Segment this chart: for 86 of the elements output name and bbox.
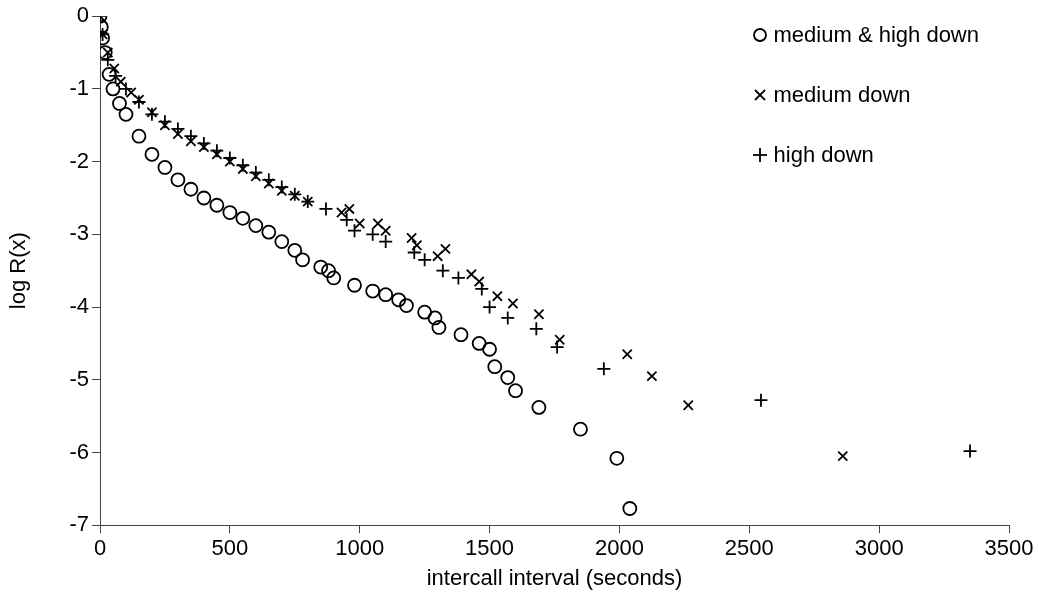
- point: [554, 334, 566, 346]
- point: [274, 234, 290, 250]
- y-tick-label: 0: [76, 2, 89, 28]
- point: [378, 287, 394, 303]
- y-tick-label: -3: [69, 220, 89, 246]
- point: [235, 210, 251, 226]
- point: [365, 226, 381, 242]
- point: [336, 207, 348, 219]
- point: [491, 290, 503, 302]
- point: [326, 270, 342, 286]
- point: [365, 283, 381, 299]
- point: [533, 308, 545, 320]
- point: [289, 190, 301, 202]
- point: [417, 304, 433, 320]
- point: [209, 197, 225, 213]
- point: [531, 400, 547, 415]
- point: [406, 245, 422, 260]
- point: [347, 223, 362, 239]
- legend-label: medium & high down: [773, 22, 979, 49]
- point: [406, 232, 418, 244]
- point: [500, 370, 516, 385]
- point: [196, 190, 212, 206]
- point: [112, 96, 127, 111]
- point: [144, 146, 160, 162]
- y-tick-label: -2: [69, 147, 89, 173]
- point: [465, 268, 477, 280]
- point: [399, 298, 414, 313]
- point: [439, 243, 451, 255]
- point: [354, 217, 366, 229]
- point: [682, 399, 694, 411]
- legend-label: medium down: [773, 82, 911, 109]
- point: [471, 336, 487, 351]
- point: [222, 205, 238, 220]
- point: [609, 450, 625, 466]
- point: [622, 501, 638, 516]
- point: [508, 383, 523, 399]
- y-tick-label: -1: [69, 74, 89, 100]
- x-tick-label: 2500: [724, 535, 774, 561]
- legend-label: high down: [773, 142, 874, 169]
- point: [391, 292, 407, 308]
- x-axis-title: intercall interval (seconds): [426, 564, 683, 590]
- y-axis-title: log R(x): [5, 232, 31, 310]
- point: [837, 450, 849, 462]
- point: [131, 128, 147, 144]
- point: [482, 341, 497, 357]
- point: [646, 370, 658, 382]
- point: [321, 263, 336, 279]
- point: [378, 234, 394, 250]
- point: [487, 359, 503, 375]
- point: [157, 160, 173, 175]
- point: [453, 327, 469, 343]
- point: [431, 320, 447, 335]
- point: [248, 218, 264, 234]
- x-tick-label: 500: [211, 535, 249, 561]
- point: [372, 217, 384, 229]
- point: [347, 277, 362, 293]
- point: [183, 181, 199, 197]
- point: [621, 348, 633, 360]
- y-tick-label: -5: [69, 365, 89, 391]
- point: [313, 259, 329, 275]
- y-tick-label: -7: [69, 511, 89, 537]
- y-tick-label: -6: [69, 438, 89, 464]
- point: [146, 106, 158, 118]
- point: [115, 76, 127, 88]
- x-tick-label: 3500: [984, 535, 1034, 561]
- x-tick-label: 1500: [465, 535, 515, 561]
- point: [105, 81, 121, 97]
- x-tick-label: 0: [93, 535, 107, 561]
- point: [573, 421, 588, 437]
- point: [427, 310, 443, 326]
- x-tick-label: 1000: [335, 535, 385, 561]
- point: [295, 252, 310, 268]
- y-tick-label: -4: [69, 293, 89, 319]
- point: [411, 239, 423, 251]
- x-tick-label: 2000: [594, 535, 644, 561]
- point: [133, 94, 145, 106]
- point: [287, 242, 303, 258]
- point: [432, 250, 444, 262]
- x-tick-label: 3000: [854, 535, 904, 561]
- point: [507, 297, 519, 309]
- point: [261, 224, 277, 240]
- point: [343, 203, 355, 215]
- point: [170, 172, 186, 188]
- point: [380, 225, 392, 237]
- point: [435, 263, 451, 279]
- point: [118, 106, 134, 122]
